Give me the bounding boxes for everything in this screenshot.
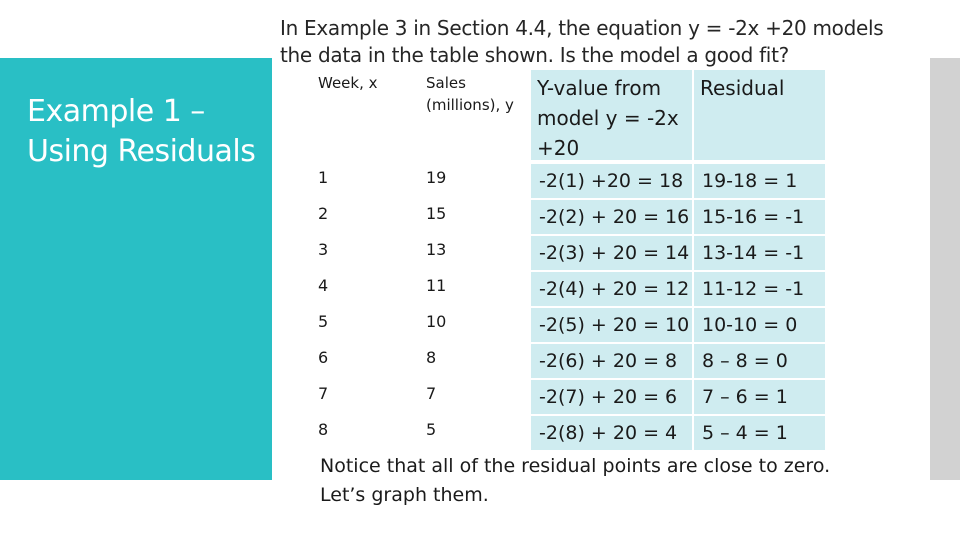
table-cell-r5-c2: 10: [426, 312, 447, 331]
table-cell-r4-c3: -2(4) + 20 = 12: [531, 272, 692, 306]
table-header-1: Week, x: [318, 74, 378, 92]
table-header-4: Residual: [694, 70, 825, 160]
table-cell-r1-c4: 19-18 = 1: [694, 164, 825, 198]
question-text: In Example 3 in Section 4.4, the equatio…: [280, 16, 884, 67]
table-cell-r6-c2: 8: [426, 348, 437, 367]
table-cell-r1-c2: 19: [426, 168, 447, 187]
table-cell-r4-c1: 4: [318, 276, 329, 295]
table-cell-r8-c1: 8: [318, 420, 329, 439]
table-cell-r3-c2: 13: [426, 240, 447, 259]
table-cell-r3-c4: 13-14 = -1: [694, 236, 825, 270]
table-cell-r4-c4: 11-12 = -1: [694, 272, 825, 306]
table-cell-r7-c2: 7: [426, 384, 437, 403]
table-cell-r5-c4: 10-10 = 0: [694, 308, 825, 342]
table-cell-r2-c3: -2(2) + 20 = 16: [531, 200, 692, 234]
table-cell-r6-c1: 6: [318, 348, 329, 367]
slide-title: Example 1 – Using Residuals: [27, 94, 256, 169]
table-cell-r8-c3: -2(8) + 20 = 4: [531, 416, 692, 450]
side-bar: [930, 58, 960, 480]
note-text: Notice that all of the residual points a…: [320, 455, 831, 506]
table-cell-r7-c3: -2(7) + 20 = 6: [531, 380, 692, 414]
table-cell-r5-c1: 5: [318, 312, 329, 331]
table-header-2: Sales (millions), y: [426, 74, 514, 114]
table-header-3: Y-value from model y = -2x +20: [531, 70, 692, 160]
table-cell-r2-c2: 15: [426, 204, 447, 223]
table-cell-r2-c1: 2: [318, 204, 329, 223]
table-cell-r5-c3: -2(5) + 20 = 10: [531, 308, 692, 342]
table-cell-r7-c1: 7: [318, 384, 329, 403]
table-cell-r1-c3: -2(1) +20 = 18: [531, 164, 692, 198]
table-cell-r6-c3: -2(6) + 20 = 8: [531, 344, 692, 378]
header-strip: [0, 0, 272, 58]
table-cell-r6-c4: 8 – 8 = 0: [694, 344, 825, 378]
table-cell-r3-c3: -2(3) + 20 = 14: [531, 236, 692, 270]
table-cell-r1-c1: 1: [318, 168, 329, 187]
table-cell-r4-c2: 11: [426, 276, 447, 295]
title-panel: Example 1 – Using Residuals: [0, 58, 272, 480]
table-cell-r8-c4: 5 – 4 = 1: [694, 416, 825, 450]
table-cell-r7-c4: 7 – 6 = 1: [694, 380, 825, 414]
table-cell-r2-c4: 15-16 = -1: [694, 200, 825, 234]
table-cell-r3-c1: 3: [318, 240, 329, 259]
table-cell-r8-c2: 5: [426, 420, 437, 439]
